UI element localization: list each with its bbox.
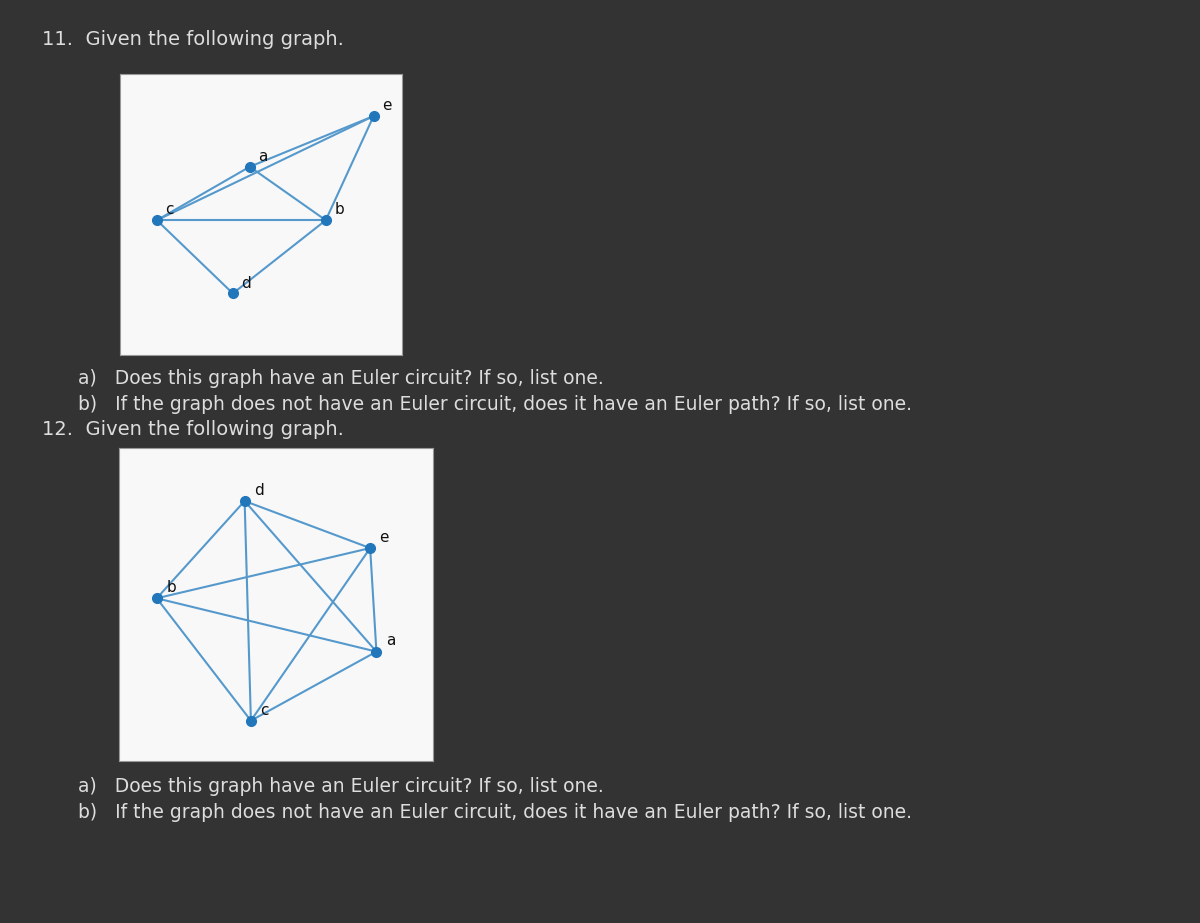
Text: a: a	[386, 633, 395, 649]
Text: e: e	[379, 530, 389, 545]
Text: 12.  Given the following graph.: 12. Given the following graph.	[42, 420, 344, 439]
Text: a)   Does this graph have an Euler circuit? If so, list one.: a) Does this graph have an Euler circuit…	[78, 369, 604, 389]
Text: b)   If the graph does not have an Euler circuit, does it have an Euler path? If: b) If the graph does not have an Euler c…	[78, 803, 912, 822]
Text: b: b	[334, 202, 344, 218]
Text: d: d	[254, 483, 264, 497]
Text: d: d	[241, 276, 251, 291]
Text: b: b	[166, 581, 176, 595]
Text: a)   Does this graph have an Euler circuit? If so, list one.: a) Does this graph have an Euler circuit…	[78, 777, 604, 797]
Text: c: c	[166, 202, 174, 218]
Text: e: e	[382, 98, 391, 114]
Text: a: a	[258, 149, 268, 164]
Text: c: c	[260, 702, 269, 717]
Text: b)   If the graph does not have an Euler circuit, does it have an Euler path? If: b) If the graph does not have an Euler c…	[78, 395, 912, 414]
Text: 11.  Given the following graph.: 11. Given the following graph.	[42, 30, 344, 49]
